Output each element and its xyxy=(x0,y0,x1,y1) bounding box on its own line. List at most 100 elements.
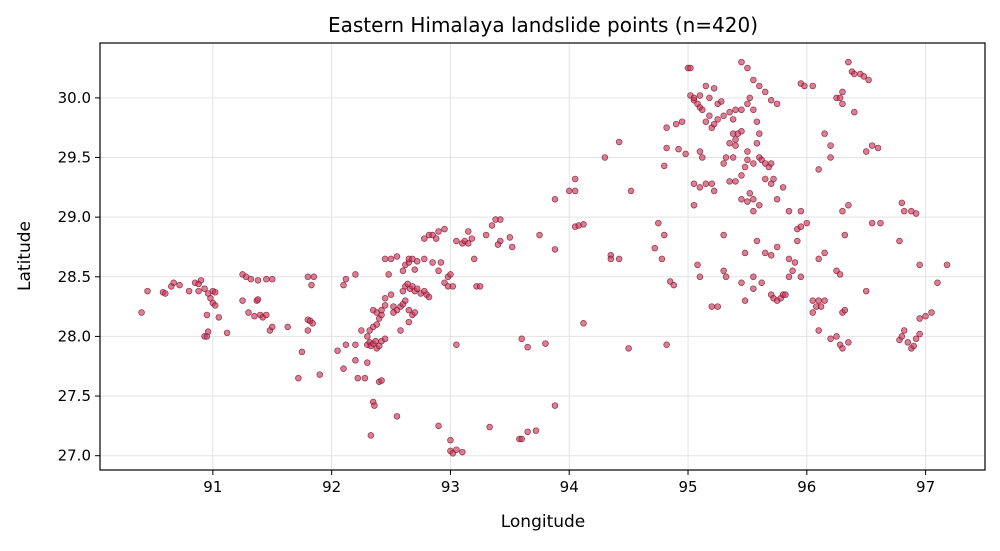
scatter-point xyxy=(405,318,413,326)
scatter-point xyxy=(797,273,805,281)
scatter-point xyxy=(435,267,442,275)
axes-frame xyxy=(99,42,986,471)
scatter-point xyxy=(361,374,369,382)
scatter-point xyxy=(896,237,903,245)
scatter-point xyxy=(827,335,834,343)
scatter-point xyxy=(387,291,395,298)
scatter-point xyxy=(732,142,739,149)
scatter-point xyxy=(710,120,718,128)
scatter-point xyxy=(295,374,302,382)
scatter-point xyxy=(580,320,587,327)
scatter-point xyxy=(779,184,787,191)
scatter-point xyxy=(551,246,559,253)
scatter-point xyxy=(868,219,876,227)
scatter-point xyxy=(729,154,737,161)
scatter-point xyxy=(738,196,745,203)
scatter-point xyxy=(381,255,389,263)
scatter-point xyxy=(761,88,769,96)
scatter-point xyxy=(801,82,808,90)
scatter-point xyxy=(385,271,392,278)
scatter-point xyxy=(815,255,822,263)
scatter-point xyxy=(744,64,751,72)
scatter-point xyxy=(794,237,801,245)
scatter-point xyxy=(465,240,472,247)
scatter-point xyxy=(708,180,716,187)
scatter-point xyxy=(601,154,609,161)
scatter-point xyxy=(687,64,694,72)
scatter-point xyxy=(833,333,840,340)
scatter-point xyxy=(518,335,525,343)
scatter-point xyxy=(201,285,208,292)
scatter-point xyxy=(874,144,882,152)
scatter-point xyxy=(750,273,757,281)
scatter-point xyxy=(741,163,749,171)
scatter-point xyxy=(254,296,262,303)
scatter-point xyxy=(750,285,757,292)
scatter-point xyxy=(836,271,844,278)
scatter-point xyxy=(839,345,846,352)
scatter-point xyxy=(726,139,733,147)
scatter-point xyxy=(367,432,375,439)
scatter-point xyxy=(663,341,670,349)
scatter-point xyxy=(211,302,219,309)
scatter-point xyxy=(761,249,769,257)
x-tick-label: 97 xyxy=(916,478,935,496)
x-tick-label: 94 xyxy=(560,478,579,496)
scatter-point xyxy=(453,341,460,349)
scatter-point xyxy=(482,231,490,239)
scatter-point xyxy=(702,180,710,187)
scatter-point xyxy=(789,267,796,275)
scatter-point xyxy=(381,335,389,343)
scatter-point xyxy=(815,166,822,173)
scatter-point xyxy=(809,309,816,316)
scatter-point xyxy=(898,333,906,340)
x-tick-label: 96 xyxy=(797,478,816,496)
scatter-point xyxy=(658,255,666,263)
scatter-point xyxy=(263,275,270,283)
scatter-point xyxy=(298,348,306,356)
scatter-point xyxy=(284,323,291,331)
scatter-point xyxy=(732,106,739,114)
scatter-point xyxy=(690,201,698,209)
scatter-point xyxy=(378,306,385,314)
scatter-point xyxy=(185,287,193,295)
scatter-point xyxy=(729,116,737,123)
scatter-point xyxy=(675,145,682,153)
scatter-point xyxy=(532,427,540,434)
scatter-point xyxy=(702,82,710,90)
scatter-point xyxy=(714,303,721,310)
scatter-point xyxy=(342,341,350,349)
scatter-point xyxy=(352,357,359,364)
scatter-point xyxy=(738,128,745,135)
scatter-point xyxy=(696,148,704,155)
scatter-point xyxy=(782,291,789,298)
scatter-point xyxy=(720,112,727,120)
scatter-point xyxy=(809,297,816,304)
scatter-point xyxy=(738,58,745,66)
scatter-point xyxy=(815,297,822,304)
scatter-point xyxy=(699,106,706,114)
scatter-point xyxy=(720,231,727,239)
scatter-point xyxy=(726,178,733,185)
scatter-point xyxy=(916,315,923,322)
scatter-point xyxy=(449,283,457,290)
scatter-point xyxy=(429,259,436,266)
y-tick-label: 30.0 xyxy=(58,89,91,107)
points-layer xyxy=(138,58,951,457)
scatter-point xyxy=(773,100,781,108)
scatter-point xyxy=(269,323,276,331)
scatter-point xyxy=(817,303,825,310)
scatter-point xyxy=(162,290,169,297)
scatter-point xyxy=(706,94,713,102)
scatter-point xyxy=(696,92,704,99)
scatter-point xyxy=(758,279,765,286)
scatter-point xyxy=(670,281,678,289)
scatter-point xyxy=(744,148,751,155)
scatter-point xyxy=(756,82,763,90)
scatter-point xyxy=(352,271,359,278)
scatter-point xyxy=(753,139,761,147)
scatter-point xyxy=(916,330,923,338)
scatter-point xyxy=(215,314,223,321)
x-tick-label: 91 xyxy=(203,478,222,496)
scatter-point xyxy=(405,306,413,314)
